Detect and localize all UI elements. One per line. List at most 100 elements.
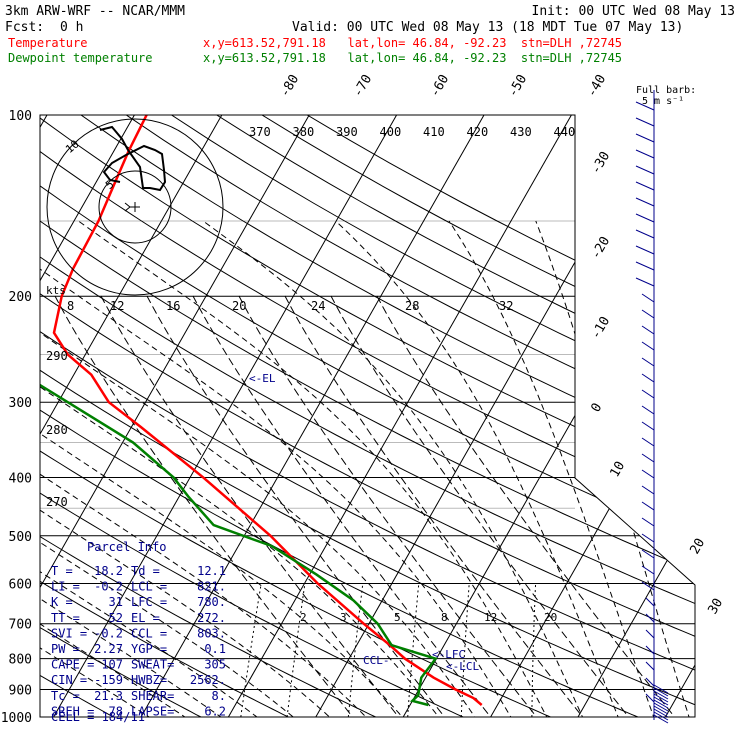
- parcel-info-cell-0: PW =: [51, 642, 80, 656]
- isotherm-label: -40: [584, 72, 609, 100]
- barb-key-title: Full barb:: [636, 85, 696, 96]
- wind-barb: [641, 373, 655, 383]
- hodograph-trace: [99, 125, 167, 192]
- pressure-tick-label: 700: [9, 618, 32, 633]
- barb-key-value: 5 m s⁻¹: [642, 96, 684, 107]
- parcel-info-cell-3: 821.: [197, 580, 226, 594]
- parcel-info-cell-1: 21.3: [94, 689, 123, 703]
- moist-adiabat-line: [40, 229, 484, 717]
- parcel-info-cell-2: LFC =: [131, 595, 167, 609]
- isotherm-label: -30: [588, 149, 613, 177]
- wind-barb: [635, 117, 655, 127]
- pressure-tick-label: 500: [9, 530, 32, 545]
- parcel-info-cell-3: 2562.: [190, 673, 226, 687]
- dry-adiabat-line: [40, 115, 138, 717]
- temperature-profile: [52, 115, 483, 706]
- theta-e-label: 28: [405, 299, 419, 313]
- pressure-tick-label: 800: [9, 653, 32, 668]
- pressure-tick-label: 100: [9, 109, 32, 124]
- parcel-info-cell-0: TT =: [51, 611, 80, 625]
- parcel-info-cell-3: 6.2: [204, 704, 226, 718]
- pressure-tick-label: 1000: [1, 711, 32, 726]
- wind-barb: [641, 533, 655, 543]
- wind-barb: [641, 325, 655, 335]
- isotherm-line: [53, 115, 398, 717]
- hodograph-center: [124, 202, 140, 212]
- dry-adiabat-line: [40, 115, 695, 717]
- wind-barb: [641, 565, 655, 575]
- wind-barb: [641, 357, 655, 367]
- isotherm-line: [40, 115, 223, 717]
- parcel-info-rows: T = 18.2 Td = 12.1 LI = -0.2 LCL = 821. K = 31 LFC…: [51, 564, 226, 718]
- wind-barb: [635, 133, 655, 143]
- parcel-info-cell-2: LAPSE=: [131, 704, 174, 718]
- parcel-info-cell-3: 12.1: [197, 564, 226, 578]
- moist-adiabat-line: [40, 442, 204, 717]
- wind-barb: [641, 501, 655, 511]
- parcel-info-cell-2: EL =: [131, 611, 160, 625]
- dry-adiabat-line: [40, 115, 669, 717]
- wind-barb-low: [653, 714, 669, 724]
- dewpoint-legend-label: Dewpoint temperature: [8, 51, 153, 65]
- isotherm-label: -80: [277, 72, 302, 100]
- theta-label: 400: [380, 125, 402, 139]
- parcel-info-cell-3: 803.: [197, 626, 226, 640]
- wind-barb: [635, 149, 655, 159]
- theta-label: 420: [467, 125, 489, 139]
- isotherm-label: 30: [705, 596, 726, 617]
- parcel-info-cell-0: SVI =: [51, 626, 87, 640]
- wind-barb: [635, 197, 655, 207]
- wind-barb-low: [653, 690, 669, 700]
- wind-barb: [635, 277, 655, 287]
- parcel-info-cell-3: 8.: [212, 689, 226, 703]
- theta-e-label: 12: [110, 299, 124, 313]
- isotherm-line: [490, 115, 695, 717]
- mixing-ratio-label: 12: [484, 611, 497, 624]
- fcst-value: 0 h: [60, 20, 83, 35]
- moist-adiabat-line: [40, 220, 519, 717]
- mixing-ratio-line: [286, 583, 306, 717]
- wind-barb: [641, 549, 655, 559]
- parcel-info-cell: CELL = 184/11: [51, 710, 145, 724]
- dry-adiabat-line: [80, 115, 695, 717]
- moist-adiabat-line: [40, 379, 309, 717]
- isotherm-line: [664, 115, 695, 717]
- pressure-tick-label: 400: [9, 471, 32, 486]
- dry-adiabat-line: [40, 115, 581, 717]
- parcel-info-cell-1: -0.2: [94, 580, 123, 594]
- theta-label: 380: [293, 125, 315, 139]
- wind-barb: [635, 181, 655, 191]
- parcel-info-cell-0: CIN =: [51, 673, 87, 687]
- parcel-info-cell-0: K =: [51, 595, 73, 609]
- fcst-label: Fcst:: [5, 20, 44, 35]
- isotherm-line: [227, 115, 572, 717]
- temperature-legend-info: x,y=613.52,791.18 lat,lon= 46.84, -92.23…: [203, 36, 622, 50]
- wind-barb: [641, 581, 655, 591]
- wind-barb: [641, 485, 655, 495]
- theta-e-label: 20: [232, 299, 246, 313]
- wind-barb-low: [653, 708, 669, 718]
- wind-barb: [641, 405, 655, 415]
- lfc-label: <-LFC: [432, 648, 465, 661]
- isotherm-label: 10: [607, 459, 628, 480]
- mixing-ratio-label: 20: [544, 611, 557, 624]
- mixing-ratio-line: [240, 583, 262, 717]
- parcel-info-cell-3: 0.1: [204, 642, 226, 656]
- moist-adiabat-line: [40, 332, 379, 717]
- hodograph-ring-outer: [46, 118, 224, 296]
- dry-adiabat-line: [126, 115, 695, 717]
- isotherm-line: [577, 115, 695, 717]
- wind-barb-low: [653, 711, 669, 721]
- theta-label: 440: [554, 125, 576, 139]
- dry-adiabat-line: [261, 115, 695, 717]
- dry-adiabat-line: [40, 115, 695, 717]
- moist-adiabat-line: [40, 401, 274, 717]
- moist-adiabat-line: [448, 220, 659, 717]
- chart-lines: [40, 115, 483, 707]
- wind-barb-low: [653, 705, 669, 715]
- parcel-info-panel: Parcel Info: [87, 540, 166, 554]
- parcel-info-cell-1: 78: [109, 704, 123, 718]
- valid-time: Valid: 00 UTC Wed 08 May 13 (18 MDT Tue …: [292, 20, 683, 35]
- wind-barb: [645, 677, 655, 687]
- theta-e-line: [100, 295, 402, 717]
